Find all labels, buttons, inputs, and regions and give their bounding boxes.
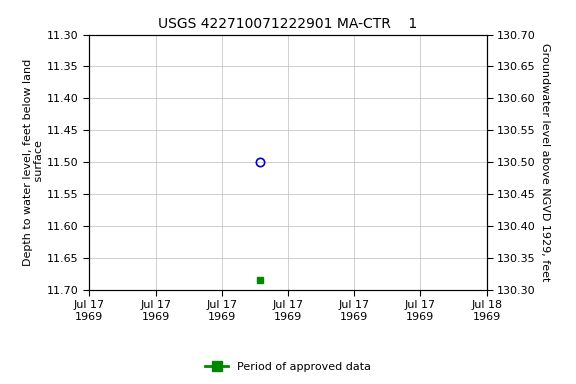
Legend: Period of approved data: Period of approved data xyxy=(201,358,375,377)
Y-axis label: Depth to water level, feet below land
 surface: Depth to water level, feet below land su… xyxy=(22,59,44,266)
Y-axis label: Groundwater level above NGVD 1929, feet: Groundwater level above NGVD 1929, feet xyxy=(540,43,550,281)
Title: USGS 422710071222901 MA-CTR    1: USGS 422710071222901 MA-CTR 1 xyxy=(158,17,418,31)
